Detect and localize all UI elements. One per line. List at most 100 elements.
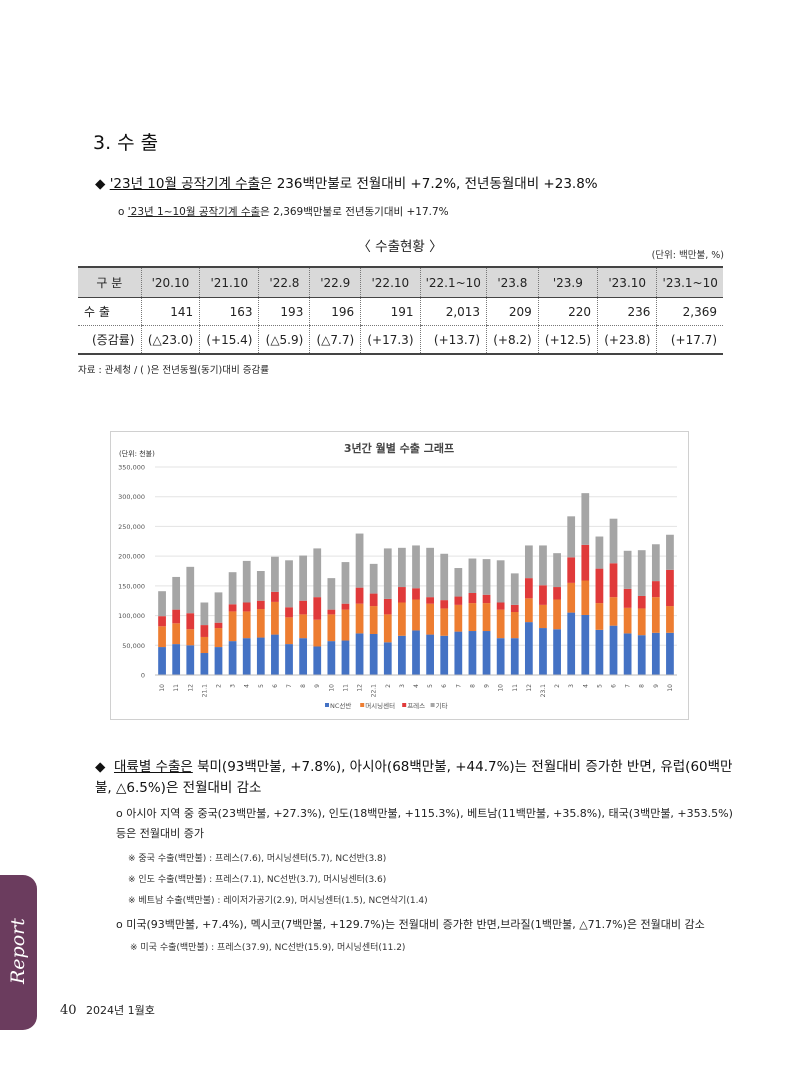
bar-segment: [327, 641, 336, 675]
x-tick-label: 2: [215, 684, 222, 688]
y-tick-label: 250,000: [118, 523, 145, 531]
table-cell: 196: [309, 297, 361, 326]
x-tick-label: 4: [413, 684, 420, 688]
bar-segment: [468, 592, 477, 604]
bar-segment: [426, 603, 434, 635]
bar-segment: [454, 631, 463, 675]
bar-segment: [440, 608, 449, 636]
bar-segment: [200, 625, 209, 637]
y-tick-label: 50,000: [122, 642, 145, 650]
bar-segment: [355, 603, 364, 634]
bar-segment: [186, 566, 195, 614]
para-asia: o 아시아 지역 중 중국(23백만불, +27.3%), 인도(18백만불, …: [116, 804, 736, 844]
bar-segment: [228, 611, 237, 642]
table-header-period: '22.1~10: [419, 266, 487, 298]
bar-segment: [666, 606, 674, 633]
bar-segment: [637, 635, 646, 675]
bar-segment: [651, 581, 660, 598]
para-asia-text: 아시아 지역 중 중국(23백만불, +27.3%), 인도(18백만불, +1…: [116, 807, 733, 840]
bar-segment: [256, 600, 265, 610]
bar-segment: [440, 553, 449, 601]
bar-segment: [172, 644, 181, 675]
bar-segment: [158, 616, 166, 627]
diamond-bullet-icon: ◆: [95, 759, 106, 775]
bar-segment: [666, 632, 674, 675]
bar-segment: [651, 597, 660, 633]
bar-segment: [327, 614, 336, 642]
export-table: 구 분 '20.10'21.10'22.8'22.9'22.10'22.1~10 '…: [78, 266, 723, 355]
bar-segment: [567, 516, 576, 558]
bar-segment: [553, 629, 561, 675]
legend-label: 기타: [436, 701, 448, 710]
x-tick-label: 7: [455, 684, 462, 688]
table-row-change-rate: (증감률) (△23.0) (+15.4) (△5.9) (△7.7) (+17.3) (+…: [78, 325, 723, 355]
bar-segment: [383, 598, 392, 615]
bar-segment: [158, 626, 166, 648]
table-header-label: 구 분: [78, 266, 142, 298]
y-tick-label: 0: [141, 672, 145, 680]
bar-segment: [158, 591, 166, 617]
table-header-period: '21.10: [199, 266, 259, 298]
para-continent: ◆ 대륙별 수출은 북미(93백만불, +7.8%), 아시아(68백만불, +…: [95, 757, 745, 799]
table-header-row: 구 분 '20.10'21.10'22.8'22.9'22.10'22.1~10 '…: [78, 266, 723, 298]
table-cell: (△5.9): [258, 325, 310, 355]
bar-segment: [313, 646, 322, 675]
bar-segment: [482, 594, 491, 604]
x-tick-label: 3: [399, 684, 406, 688]
bar-segment: [524, 598, 533, 623]
bar-segment: [454, 604, 463, 632]
table-unit: (단위: 백만불, %): [651, 250, 724, 261]
bar-segment: [553, 599, 561, 630]
bar-segment: [214, 592, 223, 623]
bar-segment: [595, 536, 604, 569]
bar-segment: [228, 604, 237, 612]
x-tick-label: 6: [441, 684, 448, 688]
bar-segment: [256, 609, 265, 638]
bar-segment: [539, 604, 547, 629]
bar-segment: [412, 588, 420, 600]
bar-segment: [200, 602, 209, 626]
bar-segment: [454, 596, 463, 605]
bar-segment: [510, 638, 519, 675]
table-cell: (+8.2): [486, 325, 539, 355]
table-cell: (+12.5): [537, 325, 598, 355]
bar-segment: [609, 563, 618, 598]
bar-segment: [285, 607, 293, 618]
table-header-period: '22.10: [360, 266, 420, 298]
bar-segment: [482, 559, 491, 595]
bar-segment: [369, 633, 378, 675]
bar-segment: [440, 600, 449, 609]
x-tick-label: 2: [554, 684, 561, 688]
chart-unit-label: (단위: 천불): [119, 449, 155, 458]
bar-segment: [383, 642, 392, 675]
circle-bullet-icon: o: [116, 918, 123, 931]
bar-segment: [242, 560, 251, 603]
note-usa: ※ 미국 수출(백만불) : 프레스(37.9), NC선반(15.9), 머시…: [130, 943, 406, 953]
issue-label: 2024년 1월호: [86, 1004, 155, 1017]
table-header-period: '22.8: [258, 266, 310, 298]
x-tick-label: 11: [512, 684, 519, 692]
bar-segment: [355, 633, 364, 675]
table-cell: (△23.0): [140, 325, 200, 355]
bar-segment: [369, 563, 378, 594]
bar-segment: [313, 597, 322, 620]
table-cell: (+17.7): [656, 325, 723, 355]
bar-segment: [285, 617, 293, 645]
bullet-october-summary: ◆ '23년 10월 공작기계 수출은 236백만불로 전월대비 +7.2%, …: [95, 172, 598, 192]
bar-segment: [581, 580, 590, 615]
table-cell: 2,369: [656, 297, 723, 326]
x-tick-label: 6: [611, 684, 618, 688]
bar-segment: [341, 640, 350, 675]
para-underlined-text: 대륙별 수출은: [113, 759, 193, 775]
bar-segment: [496, 560, 505, 603]
bar-segment: [581, 493, 590, 545]
legend-swatch: [430, 703, 435, 707]
bar-segment: [440, 635, 449, 675]
bar-segment: [341, 609, 350, 641]
bar-segment: [482, 631, 491, 675]
bar-segment: [228, 572, 237, 605]
table-cell: 191: [360, 297, 420, 326]
bar-segment: [482, 603, 491, 632]
bar-segment: [172, 609, 181, 624]
bar-segment: [313, 548, 322, 598]
